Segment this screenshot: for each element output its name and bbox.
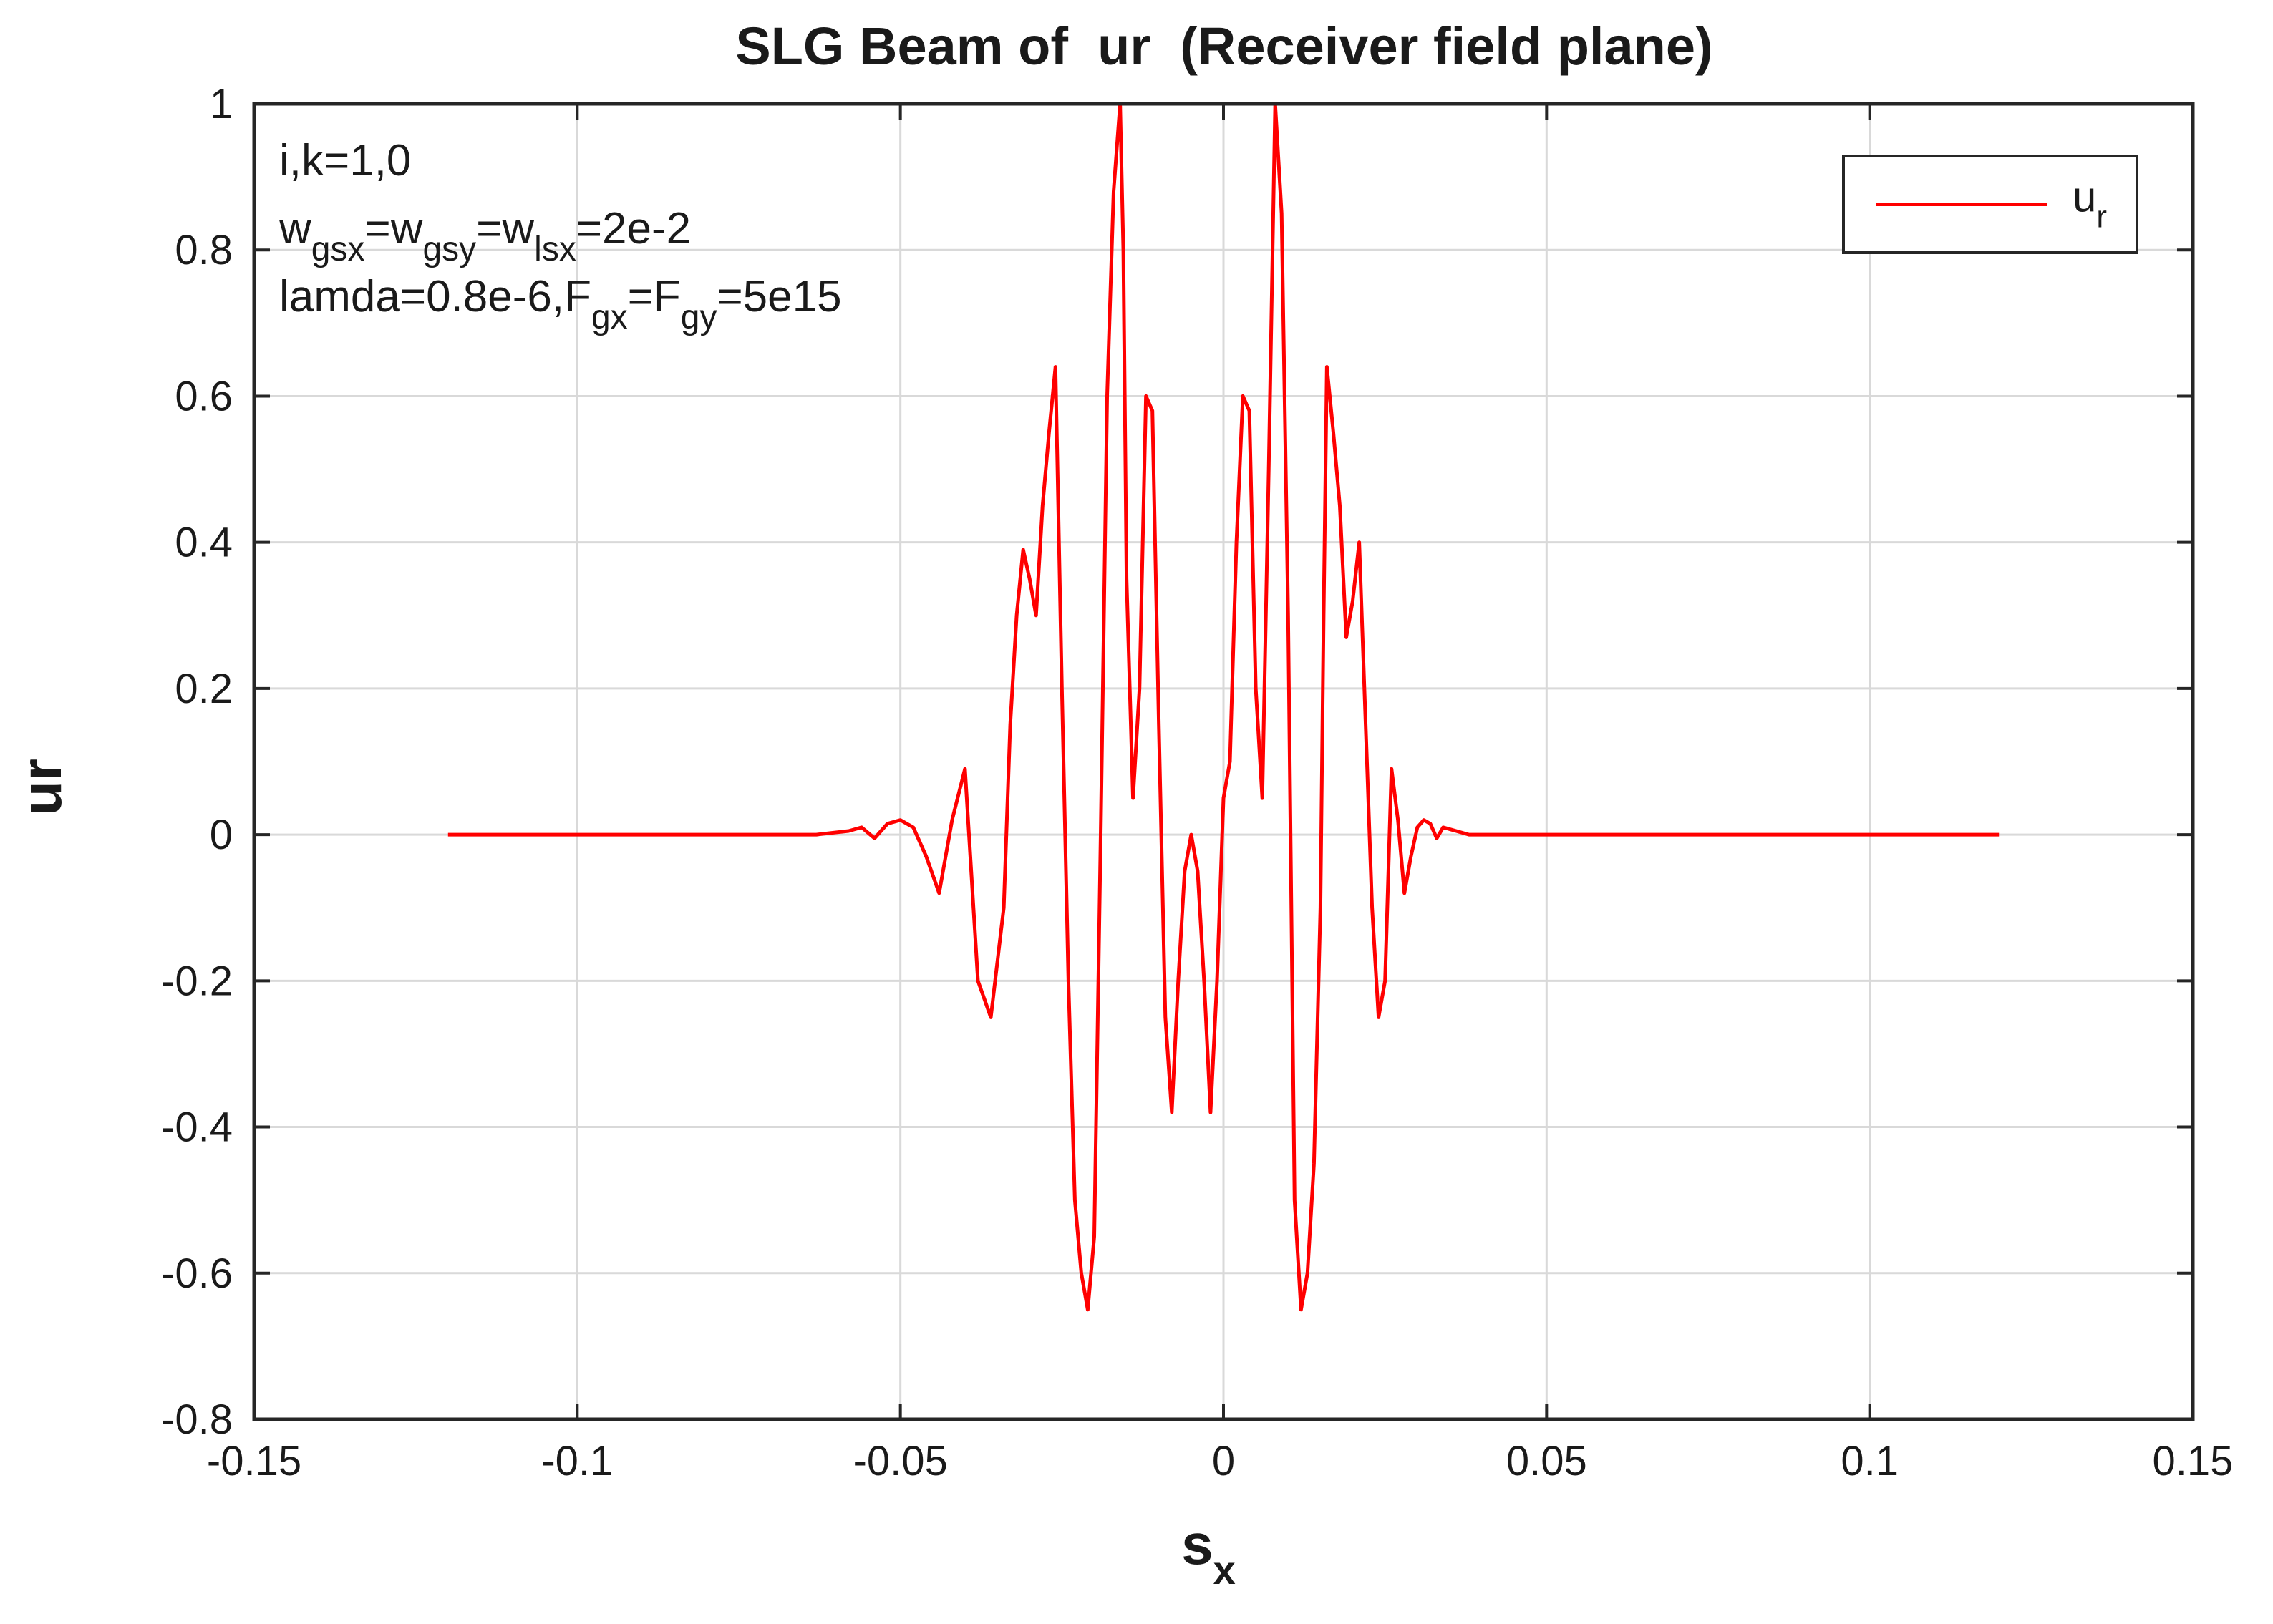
annotation-text: =5e15 [717,272,841,321]
annotation-text: w [278,204,311,253]
x-tick-label: 0.1 [1841,1438,1899,1484]
y-axis-label: ur [9,759,73,816]
chart-title: SLG Beam of ur (Receiver field plane) [735,16,1712,76]
x-axis-label: sx [1181,1512,1236,1593]
annotation-text: =w [364,204,422,253]
annotation-subscript: gx [591,298,628,336]
y-tick-label: -0.8 [161,1396,233,1443]
x-tick-label: -0.15 [207,1438,301,1484]
x-tick-label: -0.05 [853,1438,948,1484]
parameter-annotations: i,k=1,0wgsx=wgsy=wlsx=2e-2lamda=0.8e-6,F… [278,136,842,336]
x-tick-label: 0.05 [1506,1438,1587,1484]
x-axis-label-base: s [1181,1512,1213,1576]
x-tick-label: 0.15 [2153,1438,2234,1484]
annotation-text: =2e-2 [576,204,691,253]
y-tick-label: 0.8 [175,227,233,273]
y-axis-ticks: -0.8 -0.6 -0.4 -0.2 0 0.2 0.4 0.6 0.8 1 [161,81,2193,1443]
y-tick-label: -0.2 [161,958,233,1004]
annotation-line: lamda=0.8e-6,Fgx=Fgy=5e15 [279,272,842,336]
annotation-text: i,k=1,0 [279,136,411,185]
x-axis-ticks: -0.15 -0.1 -0.05 0 0.05 0.1 0.15 [207,104,2234,1484]
y-tick-label: -0.4 [161,1104,233,1151]
y-tick-label: 0.2 [175,666,233,712]
annotation-line: wgsx=wgsy=wlsx=2e-2 [278,204,691,268]
annotation-subscript: gy [681,298,717,336]
x-tick-label: -0.1 [541,1438,613,1484]
legend: ur [1842,155,2138,254]
x-tick-label: 0 [1212,1438,1235,1484]
annotation-subscript: gsy [422,230,476,268]
y-tick-label: 1 [210,81,233,127]
annotation-subscript: lsx [534,230,576,268]
annotation-subscript: gsx [311,230,365,268]
x-axis-label-subscript: x [1213,1547,1236,1593]
legend-label: ur [2073,173,2107,235]
y-tick-label: 0.4 [175,520,233,566]
y-tick-label: -0.6 [161,1250,233,1297]
annotation-text: =F [628,272,681,321]
legend-label-base: u [2073,173,2096,221]
legend-label-subscript: r [2096,200,2107,235]
annotation-text: =w [476,204,534,253]
series-line-ur [447,102,2000,1312]
annotation-text: lamda=0.8e-6,F [279,272,591,321]
y-tick-label: 0.6 [175,373,233,419]
annotation-line: i,k=1,0 [279,136,411,185]
series-layer [447,102,2000,1312]
y-tick-label: 0 [210,812,233,858]
